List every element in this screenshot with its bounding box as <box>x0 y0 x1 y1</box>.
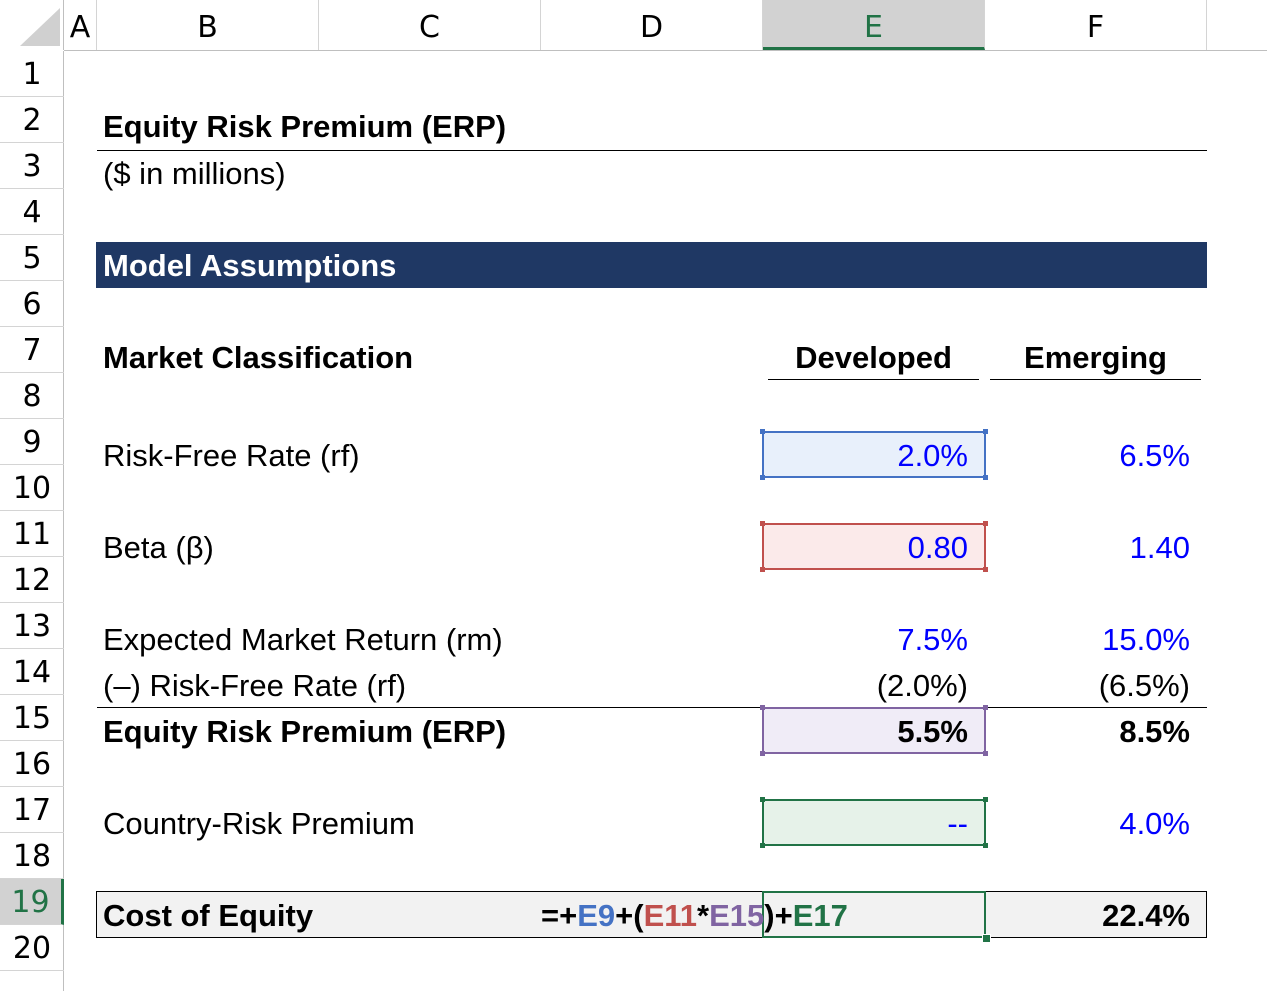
less-rf-emerging-value[interactable]: (6.5%) <box>1098 668 1190 703</box>
row-header-20[interactable]: 20 <box>0 925 64 971</box>
row-header-18[interactable]: 18 <box>0 833 64 879</box>
emerging-header: Emerging <box>1024 340 1167 375</box>
erp-handle-bl <box>760 751 765 756</box>
row-header-7[interactable]: 7 <box>0 327 64 373</box>
crp-developed-value: -- <box>947 806 968 841</box>
row-header-bar: 1 2 3 4 5 6 7 8 9 10 11 12 13 14 15 16 1… <box>0 51 64 991</box>
crp-handle-bl <box>760 843 765 848</box>
crp-handle-tr <box>983 797 988 802</box>
crp-handle-tl <box>760 797 765 802</box>
crp-developed-highlight[interactable] <box>762 799 986 846</box>
erp-emerging-value[interactable]: 8.5% <box>1119 714 1190 749</box>
erp-label: Equity Risk Premium (ERP) <box>103 714 507 749</box>
row-header-4[interactable]: 4 <box>0 189 64 235</box>
row-header-5[interactable]: 5 <box>0 235 64 281</box>
row-header-14[interactable]: 14 <box>0 649 64 695</box>
active-cell-e19[interactable] <box>762 891 986 938</box>
row-header-19[interactable]: 19 <box>0 879 64 925</box>
cost-of-equity-row-box <box>96 891 1207 938</box>
section-header-text: Model Assumptions <box>103 248 397 283</box>
rm-developed-value[interactable]: 7.5% <box>897 622 968 657</box>
rf-handle-bl <box>760 475 765 480</box>
row-header-8[interactable]: 8 <box>0 373 64 419</box>
beta-handle-bl <box>760 567 765 572</box>
row-header-1[interactable]: 1 <box>0 51 64 97</box>
rm-label: Expected Market Return (rm) <box>103 622 503 657</box>
row-header-6[interactable]: 6 <box>0 281 64 327</box>
row-header-13[interactable]: 13 <box>0 603 64 649</box>
column-header-b[interactable]: B <box>97 0 319 50</box>
rf-handle-br <box>983 475 988 480</box>
less-rf-developed-value[interactable]: (2.0%) <box>876 668 968 703</box>
erp-top-border <box>97 707 1207 708</box>
row-header-3[interactable]: 3 <box>0 143 64 189</box>
erp-developed-value: 5.5% <box>897 714 968 749</box>
row-header-12[interactable]: 12 <box>0 557 64 603</box>
beta-label: Beta (β) <box>103 530 214 565</box>
formula-ref-e11: E11 <box>643 898 698 933</box>
rm-emerging-value[interactable]: 15.0% <box>1102 622 1190 657</box>
rf-handle-tl <box>760 429 765 434</box>
select-all-corner[interactable] <box>0 0 64 50</box>
formula-ref-e9: E9 <box>577 898 616 933</box>
row-header-10[interactable]: 10 <box>0 465 64 511</box>
rf-handle-tr <box>983 429 988 434</box>
coe-formula[interactable]: =+E9+(E11*E15)+E17 <box>541 893 848 939</box>
row-header-15[interactable]: 15 <box>0 695 64 741</box>
sheet-title: Equity Risk Premium (ERP) <box>103 109 507 144</box>
beta-developed-value: 0.80 <box>907 530 968 565</box>
fill-handle[interactable] <box>982 934 991 943</box>
coe-emerging-value[interactable]: 22.4% <box>1102 898 1190 933</box>
rf-developed-value: 2.0% <box>897 438 968 473</box>
erp-handle-br <box>983 751 988 756</box>
formula-prefix: =+ <box>541 898 578 933</box>
crp-emerging-value[interactable]: 4.0% <box>1119 806 1190 841</box>
crp-label: Country-Risk Premium <box>103 806 415 841</box>
crp-handle-br <box>983 843 988 848</box>
column-header-bar: A B C D E F <box>64 0 1267 51</box>
beta-handle-br <box>983 567 988 572</box>
column-header-a[interactable]: A <box>64 0 97 50</box>
formula-ref-e17: E17 <box>792 898 848 933</box>
column-header-f[interactable]: F <box>985 0 1207 50</box>
row-header-2[interactable]: 2 <box>0 97 64 143</box>
coe-label: Cost of Equity <box>103 898 314 933</box>
row-header-11[interactable]: 11 <box>0 511 64 557</box>
row-header-17[interactable]: 17 <box>0 787 64 833</box>
table-label-header: Market Classification <box>103 340 414 375</box>
column-header-c[interactable]: C <box>319 0 541 50</box>
title-underline <box>97 150 1207 151</box>
emerging-header-underline <box>990 379 1201 380</box>
rf-developed-highlight[interactable] <box>762 431 986 478</box>
formula-ref-e15: E15 <box>709 898 765 933</box>
row-header-9[interactable]: 9 <box>0 419 64 465</box>
beta-emerging-value[interactable]: 1.40 <box>1129 530 1190 565</box>
formula-op3: )+ <box>764 898 793 933</box>
rf-emerging-value[interactable]: 6.5% <box>1119 438 1190 473</box>
section-header-band <box>96 242 1207 288</box>
less-rf-label: (–) Risk-Free Rate (rf) <box>103 668 407 703</box>
column-header-e[interactable]: E <box>763 0 985 50</box>
developed-header: Developed <box>795 340 952 375</box>
row-header-16[interactable]: 16 <box>0 741 64 787</box>
erp-handle-tl <box>760 705 765 710</box>
select-all-triangle <box>20 8 60 46</box>
erp-handle-tr <box>983 705 988 710</box>
beta-handle-tr <box>983 521 988 526</box>
sheet-subtitle: ($ in millions) <box>103 156 286 191</box>
rf-label: Risk-Free Rate (rf) <box>103 438 360 473</box>
erp-developed-highlight[interactable] <box>762 707 986 754</box>
formula-op1: +( <box>615 898 644 933</box>
beta-handle-tl <box>760 521 765 526</box>
developed-header-underline <box>768 379 979 380</box>
formula-op2: * <box>697 898 710 933</box>
beta-developed-highlight[interactable] <box>762 523 986 570</box>
column-header-d[interactable]: D <box>541 0 763 50</box>
